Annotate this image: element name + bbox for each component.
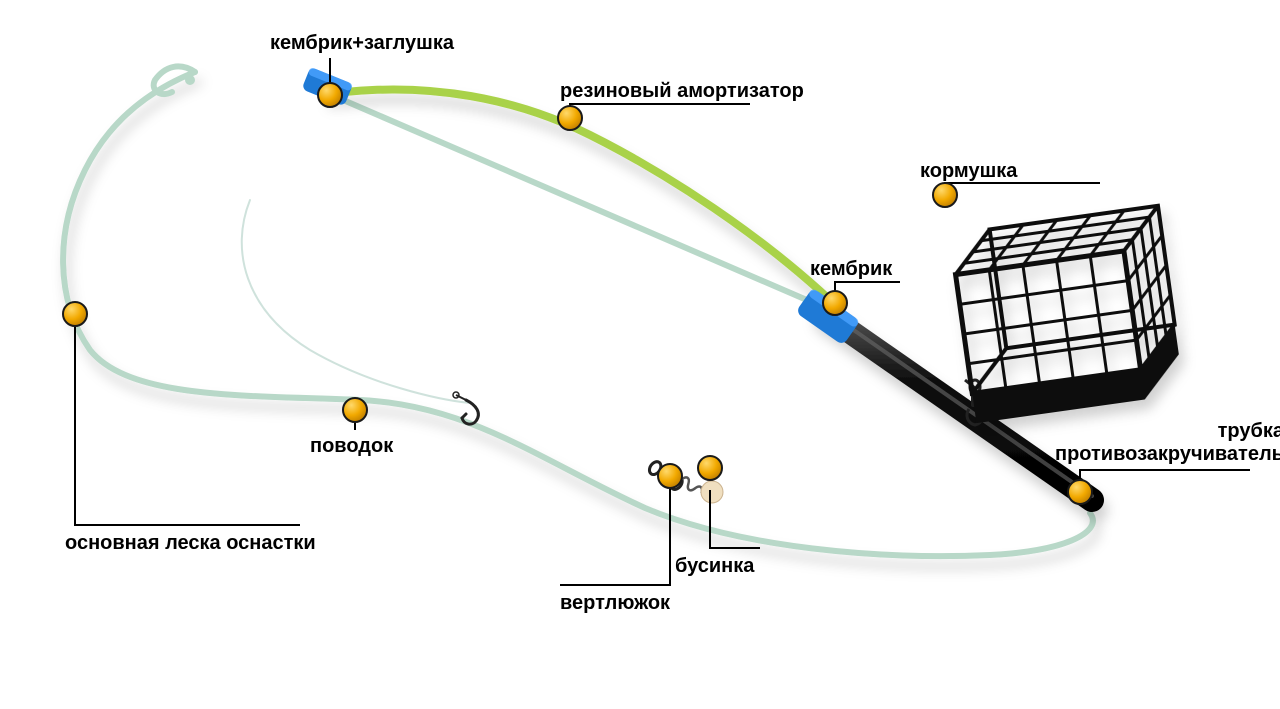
- label-bead: бусинка: [675, 555, 754, 578]
- feeder-cage: [950, 206, 1184, 423]
- label-main-line: основная леска оснастки: [65, 532, 316, 555]
- label-leader: поводок: [310, 435, 393, 458]
- label-sleeve-plug: кембрик+заглушка: [270, 32, 454, 55]
- callout-lines: [75, 58, 1250, 585]
- label-tube: трубка противозакручиватель: [1055, 420, 1280, 466]
- main-line: [63, 72, 1093, 556]
- bead: [701, 481, 723, 503]
- markers: [63, 83, 1092, 504]
- label-feeder: кормушка: [920, 160, 1017, 183]
- label-sleeve: кембрик: [810, 258, 892, 281]
- diagram-stage: кембрик+заглушка резиновый амортизатор к…: [0, 0, 1280, 709]
- label-elastic: резиновый амортизатор: [560, 80, 804, 103]
- spring-icon: [679, 476, 704, 497]
- label-swivel: вертлюжок: [560, 592, 670, 615]
- leader-line: [242, 200, 470, 403]
- knot-dot: [185, 75, 195, 85]
